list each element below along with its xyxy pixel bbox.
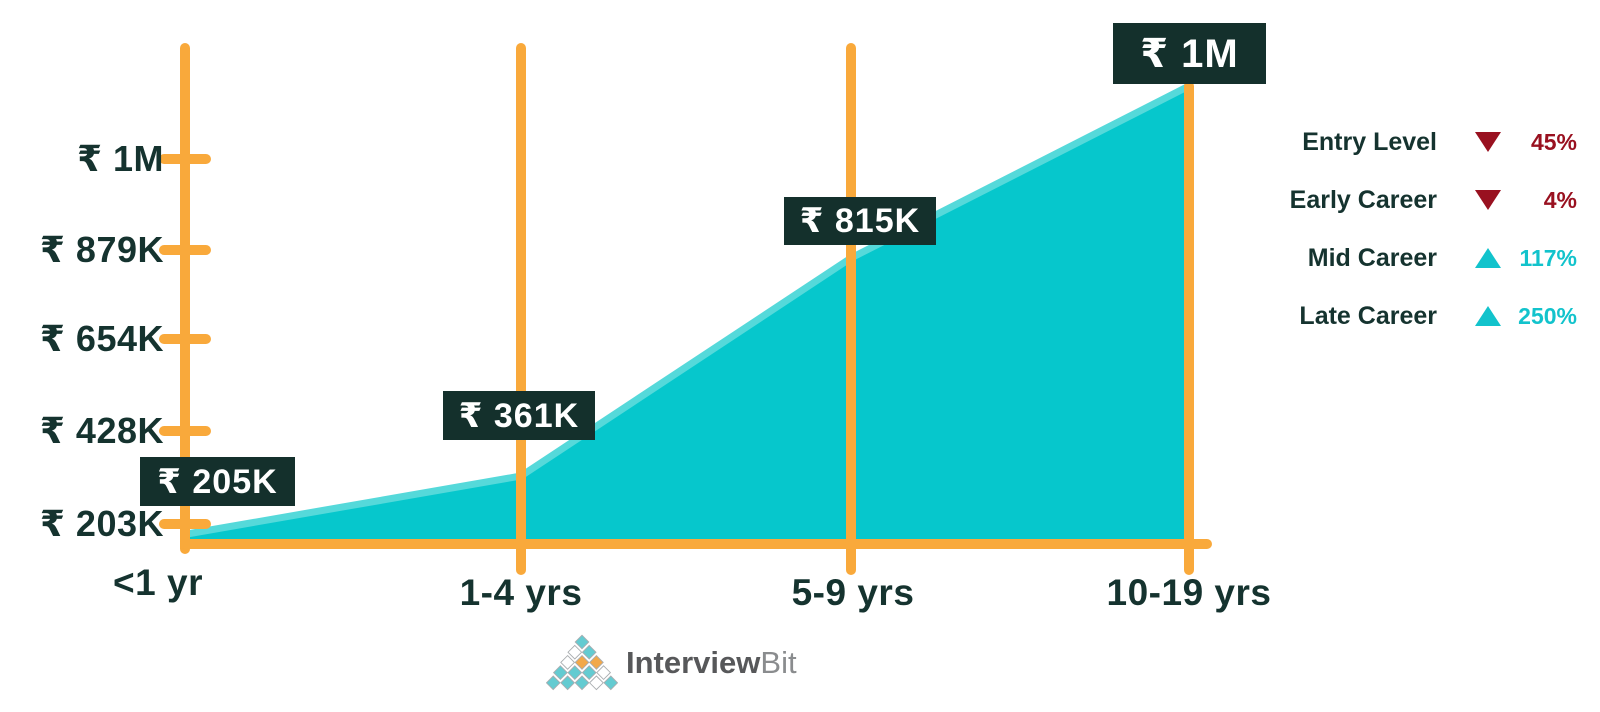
x-axis-category-label: 5-9 yrs	[791, 572, 915, 613]
legend-percent: 117%	[1519, 244, 1577, 271]
legend-row: Late Career 250%	[1245, 296, 1577, 336]
value-badge-late: ₹ 1M	[1113, 23, 1266, 84]
value-badge-early: ₹ 361K	[443, 391, 595, 440]
value-badge-entry: ₹ 205K	[140, 457, 295, 506]
legend-percent: 45%	[1530, 128, 1577, 155]
brand-name-light: Bit	[760, 645, 797, 680]
brand-name-bold: Interview	[626, 645, 761, 680]
y-axis-tick-label: ₹ 428K	[39, 410, 164, 451]
y-axis-tick-label: ₹ 879K	[39, 229, 164, 270]
trend-up-icon	[1475, 306, 1501, 326]
legend-label: Early Career	[1289, 185, 1437, 214]
trend-down-icon	[1475, 190, 1501, 210]
y-axis-tick-label: ₹ 1M	[76, 138, 164, 179]
trend-up-icon	[1475, 248, 1501, 268]
trend-down-icon	[1475, 132, 1501, 152]
legend-label: Mid Career	[1307, 243, 1437, 272]
legend-percent: 250%	[1518, 302, 1577, 329]
brand-name: InterviewBit	[626, 645, 797, 681]
x-axis-category-label: 10-19 yrs	[1106, 572, 1272, 613]
y-axis-tick-label: ₹ 203K	[39, 503, 164, 544]
legend-row: Mid Career 117%	[1245, 238, 1577, 278]
value-badge-mid: ₹ 815K	[784, 197, 936, 245]
legend-row: Entry Level 45%	[1245, 122, 1577, 162]
legend-label: Entry Level	[1302, 127, 1437, 156]
legend-percent: 4%	[1543, 186, 1577, 213]
legend-label: Late Career	[1299, 301, 1437, 330]
legend-row: Early Career 4%	[1245, 180, 1577, 220]
x-axis-category-label: <1 yr	[113, 562, 203, 603]
brand-logo: InterviewBit	[546, 634, 797, 692]
y-axis-tick-label: ₹ 654K	[39, 318, 164, 359]
x-axis-category-label: 1-4 yrs	[459, 572, 583, 613]
interviewbit-pyramid-icon	[546, 634, 618, 691]
